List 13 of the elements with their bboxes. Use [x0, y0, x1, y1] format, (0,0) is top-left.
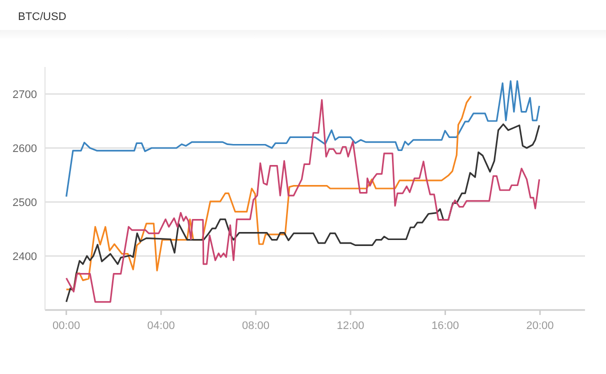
x-tick-label: 16:00	[432, 320, 460, 332]
x-tick-label: 20:00	[526, 320, 554, 332]
x-tick-label: 00:00	[52, 320, 80, 332]
y-tick-label: 2600	[12, 142, 37, 155]
x-tick-label: 04:00	[147, 320, 175, 332]
line-series	[66, 95, 472, 290]
chart-title: BTC/USD	[18, 11, 66, 23]
y-tick-label: 2700	[12, 88, 37, 101]
x-tick-label: 08:00	[242, 320, 270, 332]
line-series	[66, 80, 540, 198]
y-tick-label: 2400	[12, 250, 37, 263]
x-tick-label: 12:00	[336, 320, 364, 332]
y-tick-label: 2500	[12, 196, 37, 209]
